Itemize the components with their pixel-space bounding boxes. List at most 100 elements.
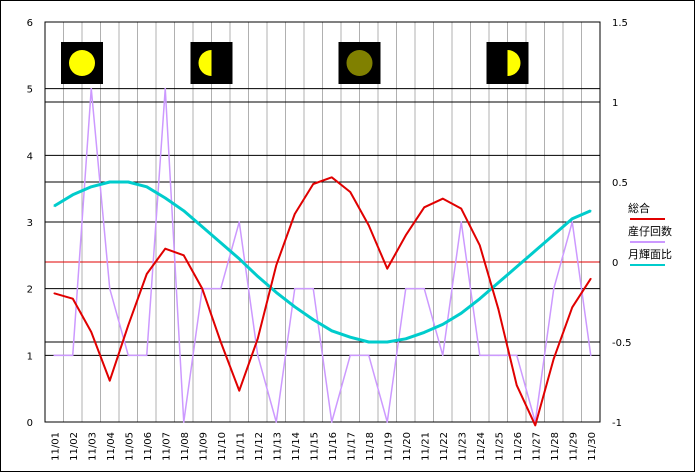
series-2-point <box>497 354 500 357</box>
series-3-point <box>423 331 426 334</box>
series-1-point <box>108 379 111 382</box>
series-3-point <box>127 181 130 183</box>
x-tick-label: 11/22 <box>439 432 450 461</box>
right-tick-label: 0.5 <box>612 178 628 189</box>
series-2-point <box>53 354 56 357</box>
series-3-point <box>478 298 481 300</box>
series-1-point <box>201 287 204 290</box>
series-2-point <box>90 87 93 90</box>
series-1-point <box>127 324 130 327</box>
series-2-point <box>164 87 167 90</box>
series-1-point <box>571 306 574 309</box>
series-1-point <box>386 267 389 270</box>
series-2-point <box>571 221 574 223</box>
left-tick-label: 4 <box>27 151 33 162</box>
series-1-point <box>534 424 537 427</box>
series-3-point <box>182 210 185 212</box>
x-tick-label: 11/18 <box>365 432 376 461</box>
series-2-point <box>589 354 592 357</box>
x-tick-label: 11/21 <box>420 432 431 461</box>
x-tick-label: 11/07 <box>161 432 172 461</box>
series-1-point <box>71 297 74 300</box>
series-3-point <box>552 234 555 236</box>
left-tick-label: 5 <box>27 85 33 96</box>
left-axis-ticks: 0 1 2 3 4 5 6 <box>27 18 33 429</box>
series-3-point <box>164 197 167 199</box>
series-3-point <box>293 306 296 308</box>
series-1-point <box>441 197 444 200</box>
x-axis-ticks: 11/01 11/02 11/03 11/04 11/05 11/06 11/07 11/08… <box>50 432 598 461</box>
series-2-point <box>441 354 444 357</box>
series-3-point <box>330 330 333 332</box>
series-1-point <box>423 206 426 209</box>
series-3-point <box>53 205 56 207</box>
right-tick-label: -1 <box>612 418 622 429</box>
series-3-point <box>441 323 444 326</box>
series-line-1 <box>53 176 592 427</box>
left-tick-label: 6 <box>27 18 33 29</box>
series-1-point <box>478 244 481 247</box>
series-2-point <box>552 287 555 290</box>
x-tick-label: 11/15 <box>309 432 320 461</box>
series-1-point <box>182 254 185 257</box>
moon-lit-half <box>507 50 521 76</box>
series-lines <box>53 87 592 427</box>
left-tick-label: 1 <box>27 351 33 362</box>
series-3-point <box>312 318 315 321</box>
series-2-point <box>127 354 130 357</box>
x-tick-label: 11/14 <box>291 432 302 461</box>
right-tick-label: 0 <box>612 258 618 269</box>
new-moon-icon <box>338 42 381 84</box>
x-tick-label: 11/01 <box>50 432 61 461</box>
series-1-point <box>293 213 296 215</box>
series-1-point <box>312 183 315 185</box>
x-tick-label: 11/24 <box>476 432 487 461</box>
right-tick-label: 1 <box>612 98 618 109</box>
series-2-point <box>312 287 315 290</box>
series-2-point <box>515 354 518 357</box>
series-2-point <box>367 354 370 357</box>
series-3-point <box>534 250 537 252</box>
series-2-point <box>423 287 426 290</box>
x-tick-label: 11/30 <box>587 432 598 461</box>
series-1-point <box>515 384 518 387</box>
moon-disc <box>346 50 373 76</box>
x-tick-label: 11/13 <box>272 432 283 461</box>
x-tick-label: 11/04 <box>106 432 117 461</box>
series-3-point <box>515 266 518 268</box>
x-tick-label: 11/20 <box>402 432 413 461</box>
series-2-point <box>478 354 481 357</box>
series-2-point <box>349 354 352 357</box>
series-3-point <box>386 341 389 343</box>
series-3-point <box>367 341 370 343</box>
series-2-point <box>460 221 463 223</box>
full-moon-icon <box>61 42 103 84</box>
series-1-point <box>219 341 222 343</box>
plot-area-frame <box>44 21 601 423</box>
series-1-point <box>164 247 167 250</box>
x-tick-label: 11/11 <box>235 432 246 461</box>
series-1-point <box>145 273 148 275</box>
series-1-point <box>256 337 259 340</box>
x-tick-label: 11/09 <box>198 432 209 461</box>
x-tick-label: 11/08 <box>180 432 191 461</box>
series-1-point <box>404 234 407 237</box>
x-tick-label: 11/05 <box>124 432 135 461</box>
x-tick-label: 11/06 <box>143 432 154 461</box>
series-2-point <box>386 421 389 423</box>
series-1-point <box>90 331 93 333</box>
series-2-point <box>219 287 222 290</box>
x-tick-label: 11/12 <box>254 432 265 461</box>
x-tick-label: 11/10 <box>217 432 228 461</box>
x-tick-label: 11/17 <box>346 432 357 461</box>
moon-lit-half <box>198 50 212 76</box>
series-1-point <box>275 264 278 267</box>
series-3-point <box>108 181 111 183</box>
series-1-point <box>552 357 555 360</box>
series-3-point <box>497 282 500 284</box>
series-1-point <box>589 277 592 280</box>
series-3-point <box>256 275 259 278</box>
series-3-point <box>349 336 352 339</box>
